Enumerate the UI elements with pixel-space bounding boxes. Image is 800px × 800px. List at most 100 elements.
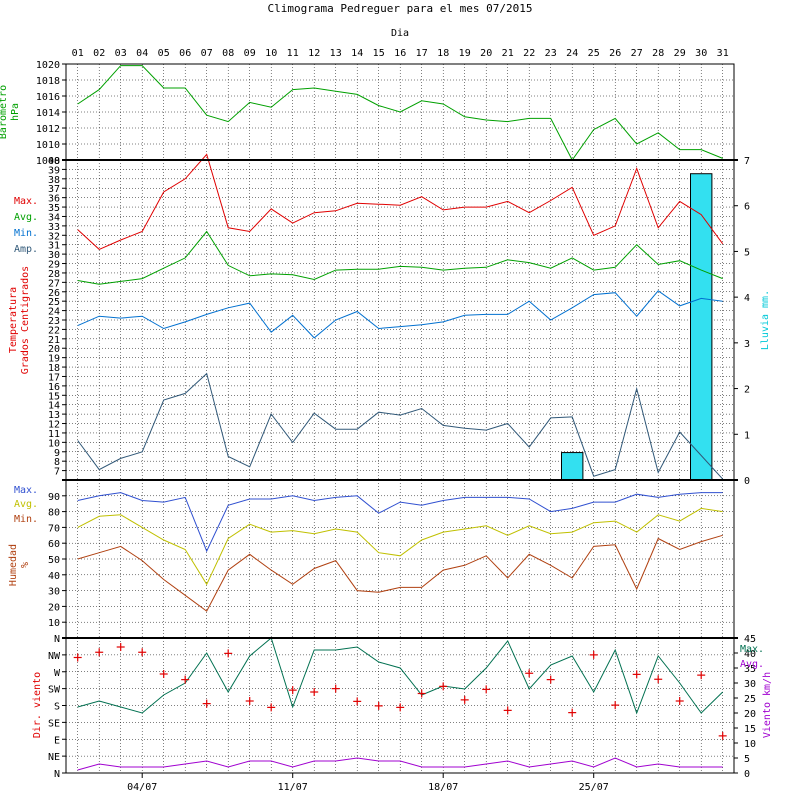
temp-tick-label: 23 (48, 316, 60, 327)
wind-dir-mark-day-24 (568, 708, 577, 717)
wind-legend-max: Max. (740, 644, 764, 655)
day-label-05: 05 (158, 48, 170, 59)
rain-tick-label: 5 (744, 247, 750, 258)
wind-dir-tick-label: NW (48, 651, 61, 662)
temp-tick-label: 29 (48, 260, 60, 271)
wind-avg-line (77, 757, 723, 771)
temp-tick-label: 31 (48, 241, 60, 252)
wind-dir-mark-day-17 (417, 689, 426, 698)
wind-dir-mark-day-16 (396, 703, 405, 712)
temp-tick-label: 32 (48, 231, 60, 242)
baro-tick-label: 1016 (36, 92, 60, 103)
day-label-04: 04 (136, 48, 148, 59)
wind-dir-mark-day-23 (546, 675, 555, 684)
day-label-01: 01 (72, 48, 84, 59)
wind-dir-mark-day-10 (267, 703, 276, 712)
day-label-21: 21 (502, 48, 514, 59)
hum-tick-label: 70 (48, 523, 60, 534)
hum-ylabel-1: Humedad (8, 544, 19, 586)
temp-legend-3: Amp. (14, 244, 38, 255)
day-label-18: 18 (437, 48, 449, 59)
wind-speed-tick-label: 15 (744, 724, 756, 735)
week-label-25-07: 25/07 (579, 782, 609, 793)
day-label-10: 10 (265, 48, 277, 59)
week-label-11-07: 11/07 (278, 782, 308, 793)
rain-tick-label: 7 (744, 156, 750, 167)
temp-tick-label: 39 (48, 165, 60, 176)
hum-legend-1: Avg. (14, 499, 38, 510)
wind-dir-tick-label: W (54, 668, 61, 679)
wind-dir-tick-label: SE (48, 718, 60, 729)
wind-dir-mark-day-01 (73, 653, 82, 662)
temp-tick-label: 7 (54, 467, 60, 478)
hum-min-line (77, 534, 723, 612)
day-label-17: 17 (416, 48, 428, 59)
temp-tick-label: 38 (48, 175, 60, 186)
wind-dir-mark-day-02 (95, 648, 104, 657)
wind-dir-mark-day-04 (138, 648, 147, 657)
hum-tick-label: 30 (48, 587, 60, 598)
hum-legend-0: Max. (14, 485, 38, 496)
wind-dir-mark-day-09 (245, 697, 254, 705)
wind-speed-ylabel: Viento km/h (762, 672, 773, 738)
wind-dir-mark-day-07 (202, 699, 211, 708)
wind-dir-ylabel: Dir. viento (32, 672, 43, 738)
temp-tick-label: 16 (48, 382, 60, 393)
wind-dir-tick-label: N (54, 634, 60, 645)
wind-dir-mark-day-22 (525, 669, 534, 678)
hum-tick-label: 10 (48, 618, 60, 629)
hum-tick-label: 80 (48, 508, 60, 519)
rain-bar-day-24 (561, 452, 584, 481)
rain-tick-label: 6 (744, 202, 750, 213)
week-label-18-07: 18/07 (428, 782, 458, 793)
day-label-28: 28 (652, 48, 664, 59)
wind-dir-mark-day-06 (181, 675, 190, 684)
wind-dir-mark-day-30 (697, 671, 706, 680)
temp-tick-label: 11 (48, 429, 60, 440)
temp-tick-label: 18 (48, 363, 60, 374)
temp-tick-label: 26 (48, 288, 60, 299)
wind-speed-tick-label: 40 (744, 649, 756, 660)
hum-tick-label: 20 (48, 602, 60, 613)
temp-tick-label: 12 (48, 420, 60, 431)
wind-dir-tick-label: SW (48, 685, 61, 696)
hum-max-line (77, 492, 723, 553)
temp-tick-label: 15 (48, 391, 60, 402)
temp-amp-line (77, 372, 724, 480)
temp-ylabel-1: Temperatura (8, 287, 19, 353)
day-label-14: 14 (351, 48, 363, 59)
wind-dir-mark-day-27 (632, 670, 641, 679)
temp-tick-label: 9 (54, 448, 60, 459)
day-label-16: 16 (394, 48, 406, 59)
wind-dir-mark-day-20 (482, 685, 491, 694)
day-label-06: 06 (179, 48, 191, 59)
wind-dir-mark-day-08 (224, 649, 233, 658)
wind-dir-mark-day-11 (288, 686, 297, 695)
wind-dir-mark-day-21 (503, 706, 512, 715)
baro-tick-label: 1018 (36, 76, 60, 87)
chart-title: Climograma Pedreguer para el mes 07/2015 (268, 2, 533, 15)
baro-tick-label: 1020 (36, 60, 60, 71)
temp-tick-label: 28 (48, 269, 60, 280)
wind-speed-tick-label: 25 (744, 694, 756, 705)
hum-avg-line (77, 507, 723, 586)
rain-ylabel: Lluvia mm. (760, 290, 771, 350)
temp-tick-label: 17 (48, 372, 60, 383)
temp-tick-label: 10 (48, 438, 60, 449)
day-axis-label: Dia (391, 28, 409, 39)
rain-tick-label: 1 (744, 430, 750, 441)
day-label-31: 31 (717, 48, 729, 59)
wind-dir-mark-day-28 (654, 675, 663, 684)
day-label-09: 09 (244, 48, 256, 59)
barometer-ylabel-1: Barometro (0, 85, 9, 139)
hum-legend-2: Min. (14, 514, 38, 525)
wind-dir-mark-day-14 (353, 697, 362, 706)
rain-tick-label: 0 (744, 476, 750, 487)
wind-dir-mark-day-03 (116, 643, 125, 651)
day-label-03: 03 (115, 48, 127, 59)
day-label-25: 25 (588, 48, 600, 59)
day-label-15: 15 (373, 48, 385, 59)
wind-dir-mark-day-15 (374, 701, 383, 710)
baro-tick-label: 1010 (36, 140, 60, 151)
temp-tick-label: 8 (54, 457, 60, 468)
